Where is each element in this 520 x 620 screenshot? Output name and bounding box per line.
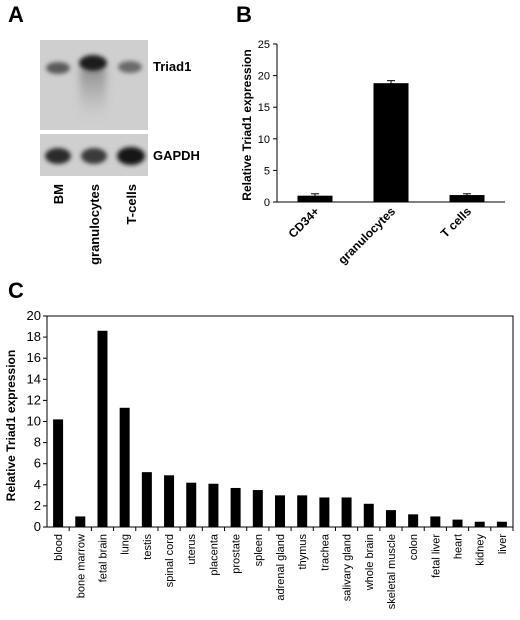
- panel-letter-c: C: [8, 278, 24, 303]
- chart-b-ytick-label: 20: [258, 71, 270, 83]
- chart-b-ytick-label: 15: [258, 102, 270, 114]
- chart-b-ytick-label: 0: [264, 197, 270, 209]
- chart-b-ytick-label: 5: [264, 165, 270, 177]
- chart-c-category-label: fetal liver: [430, 534, 442, 578]
- chart-b-y-axis-label: Relative Triad1 expression: [240, 49, 254, 200]
- lane-label-tcells: T-cells: [124, 184, 139, 224]
- triad1-bands: [46, 55, 142, 118]
- chart-c-bar: [53, 419, 64, 527]
- gapdh-bands: [45, 147, 145, 165]
- chart-c-ytick-label: 2: [34, 498, 41, 513]
- chart-c-bar: [141, 472, 152, 527]
- chart-c-ytick-label: 0: [34, 519, 41, 534]
- chart-c-category-label: blood: [53, 534, 65, 561]
- lane-label-granulocytes: granulocytes: [87, 184, 102, 265]
- lane-label-bm: BM: [51, 184, 66, 204]
- panel-letter-b: B: [236, 2, 252, 27]
- band-label-triad1: Triad1: [153, 59, 191, 74]
- triad1-band-granulocytes: [79, 55, 107, 71]
- chart-c-ytick-label: 18: [27, 329, 41, 344]
- chart-c-bar: [275, 495, 285, 527]
- chart-c-category-label: trachea: [319, 533, 331, 571]
- chart-b-ytick-label: 25: [258, 39, 270, 51]
- chart-c-bar: [430, 516, 441, 527]
- chart-c-category-label: spinal cord: [164, 534, 176, 587]
- band-label-gapdh: GAPDH: [153, 148, 200, 163]
- gapdh-band-tcells: [117, 147, 145, 165]
- chart-c-ytick-label: 8: [34, 435, 41, 450]
- chart-c-bar: [496, 521, 507, 527]
- chart-c-category-label: whole brain: [364, 534, 376, 591]
- chart-c-bar: [164, 475, 175, 527]
- chart-c-category-label: testis: [142, 534, 154, 560]
- chart-c-bar: [408, 514, 419, 527]
- chart-c-y-axis-label: Relative Triad1 expression: [4, 350, 18, 501]
- chart-c-bar: [363, 503, 374, 527]
- chart-b-bar: [373, 83, 409, 202]
- chart-c-bar: [385, 510, 396, 527]
- gapdh-band-bm: [45, 148, 71, 164]
- chart-c-bar: [208, 483, 219, 527]
- chart-c-bar: [97, 330, 108, 527]
- chart-b-bar: [449, 195, 485, 202]
- chart-c-category-label: fetal brain: [97, 534, 109, 582]
- triad1-band-bm: [46, 62, 70, 74]
- chart-c-ytick-label: 6: [34, 456, 41, 471]
- chart-c-ytick-label: 14: [27, 371, 41, 386]
- chart-c-bar: [319, 497, 330, 527]
- chart-c-bar: [75, 516, 86, 527]
- chart-c-category-label: kidney: [475, 534, 487, 566]
- chart-b-ytick-label: 10: [258, 134, 270, 146]
- chart-c-ytick-label: 20: [27, 308, 41, 323]
- panel-letter-a: A: [8, 2, 24, 27]
- chart-c-bar: [474, 521, 485, 527]
- chart-c-category-label: adrenal gland: [275, 534, 287, 601]
- chart-c-bar: [252, 490, 263, 527]
- triad1-band-tcells: [118, 61, 142, 73]
- chart-c-category-label: prostate: [231, 534, 243, 574]
- chart-c-category-label: thymus: [297, 534, 309, 570]
- chart-c-category-label: skeletal muscle: [386, 534, 398, 609]
- chart-c-bar: [341, 497, 352, 527]
- chart-c-category-label: liver: [497, 534, 509, 555]
- chart-c-bar: [186, 482, 197, 527]
- chart-c-category-label: salivary gland: [342, 534, 354, 601]
- chart-c-category-label: heart: [453, 534, 465, 559]
- chart-c-ytick-label: 12: [27, 392, 41, 407]
- chart-c-category-label: uterus: [186, 534, 198, 565]
- chart-c-category-label: colon: [408, 534, 420, 560]
- chart-c-category-label: lung: [120, 534, 132, 555]
- triad1-smear-granulocytes: [80, 68, 106, 118]
- chart-c-category-label: bone marrow: [75, 534, 87, 598]
- chart-b-bar: [297, 195, 333, 202]
- chart-c-bar: [119, 407, 130, 527]
- chart-c-category-label: spleen: [253, 534, 265, 566]
- chart-c-ytick-label: 10: [27, 414, 41, 429]
- gapdh-band-granulocytes: [81, 148, 107, 164]
- chart-c-category-label: placenta: [208, 533, 220, 575]
- chart-c-ytick-label: 16: [27, 350, 41, 365]
- chart-c-bar: [230, 487, 241, 527]
- chart-c-ytick-label: 4: [34, 477, 41, 492]
- chart-c-bar: [297, 495, 308, 527]
- chart-c-bar: [452, 519, 463, 527]
